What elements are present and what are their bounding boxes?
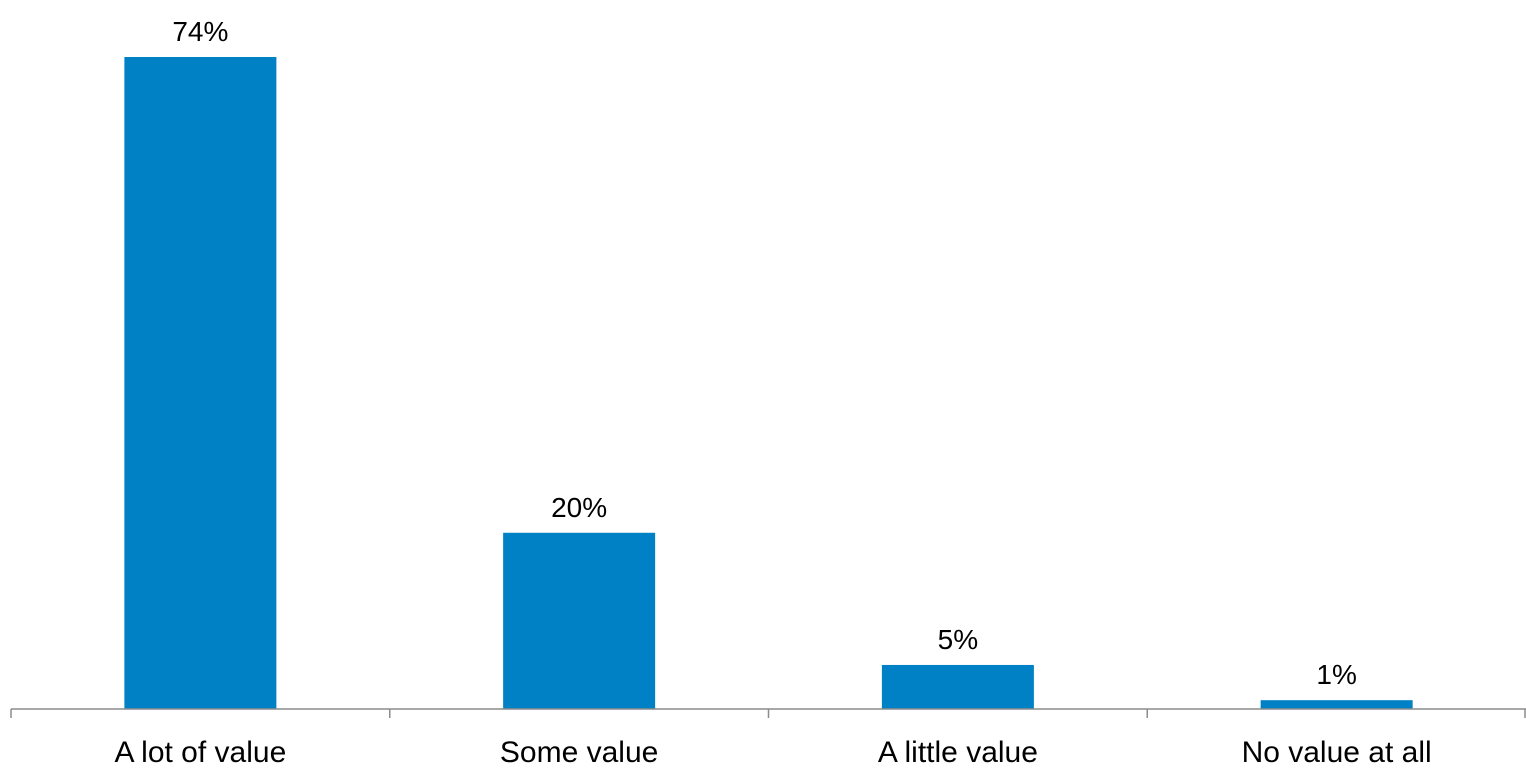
- data-label: 1%: [1316, 659, 1356, 690]
- data-labels-group: 74% 20% 5% 1%: [172, 16, 1357, 690]
- x-tick-label: Some value: [500, 736, 658, 769]
- x-tick-label: No value at all: [1242, 736, 1432, 769]
- x-tick-label: A little value: [878, 736, 1038, 769]
- bar: [881, 664, 1034, 709]
- x-axis: [10, 708, 1526, 718]
- bar: [503, 532, 656, 709]
- bar: [124, 57, 277, 709]
- x-tick-labels-group: A lot of value Some value A little value No…: [114, 736, 1431, 769]
- data-label: 74%: [172, 16, 228, 47]
- bars-group: [124, 57, 1413, 709]
- data-label: 5%: [938, 624, 978, 655]
- x-tick-label: A lot of value: [114, 736, 286, 769]
- data-label: 20%: [551, 492, 607, 523]
- bar: [1260, 700, 1413, 709]
